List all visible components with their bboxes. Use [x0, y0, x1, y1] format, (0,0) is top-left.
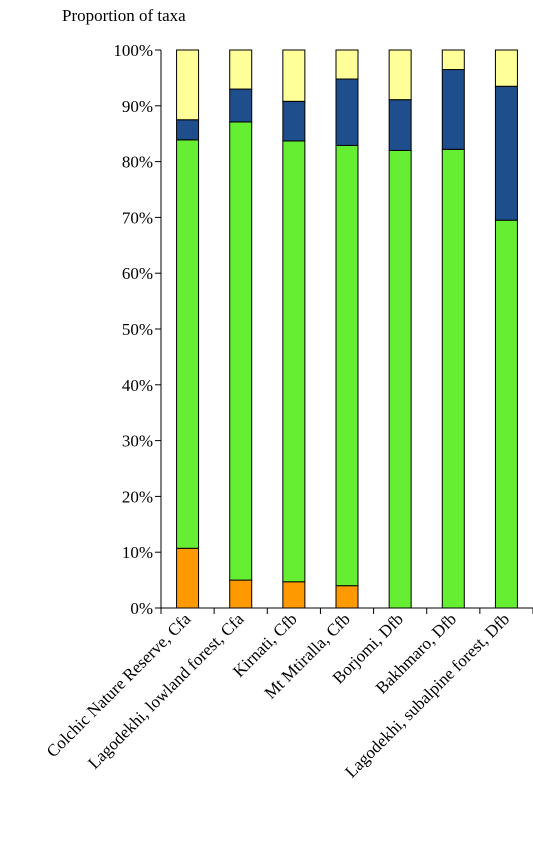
y-tick-label: 20% — [122, 487, 153, 506]
bar-segment — [282, 49, 306, 102]
bar-segment — [176, 119, 200, 141]
y-tick-label: 90% — [122, 97, 153, 116]
bar-segment — [282, 140, 306, 583]
bar-segment — [176, 547, 200, 609]
bar-segment — [282, 100, 306, 142]
bars — [176, 49, 518, 609]
axes: 0% 10% 20% 30% 40% 50% 60% 70% 80% 90% 100% — [113, 41, 533, 618]
bar-segment — [335, 585, 359, 609]
bar-segment — [494, 219, 518, 609]
bar-segment — [229, 121, 253, 581]
bar-segment — [335, 49, 359, 80]
bar-segment — [229, 579, 253, 609]
y-tick-label: 70% — [122, 208, 153, 227]
bar-segment — [176, 139, 200, 549]
bar-segment — [441, 49, 465, 71]
bar-segment — [176, 49, 200, 121]
bar-segment — [494, 85, 518, 221]
bar-segment — [282, 581, 306, 609]
y-tick-label: 50% — [122, 320, 153, 339]
y-tick-label: 10% — [122, 543, 153, 562]
y-axis-title: Proportion of taxa — [62, 6, 186, 25]
y-tick-label: 100% — [113, 41, 153, 60]
bar-segment — [441, 69, 465, 150]
y-tick-label: 30% — [122, 432, 153, 451]
y-tick-label: 60% — [122, 264, 153, 283]
y-tick-label: 0% — [130, 599, 153, 618]
y-tick-label: 40% — [122, 376, 153, 395]
bar-segment — [388, 99, 412, 151]
bar-segment — [388, 149, 412, 609]
y-tick-label: 80% — [122, 153, 153, 172]
bar-segment — [229, 88, 253, 123]
bar-segment — [335, 144, 359, 587]
bar-segment — [335, 78, 359, 146]
bar-segment — [229, 49, 253, 90]
bar-segment — [494, 49, 518, 87]
bar-segment — [441, 148, 465, 609]
bar-segment — [388, 49, 412, 101]
